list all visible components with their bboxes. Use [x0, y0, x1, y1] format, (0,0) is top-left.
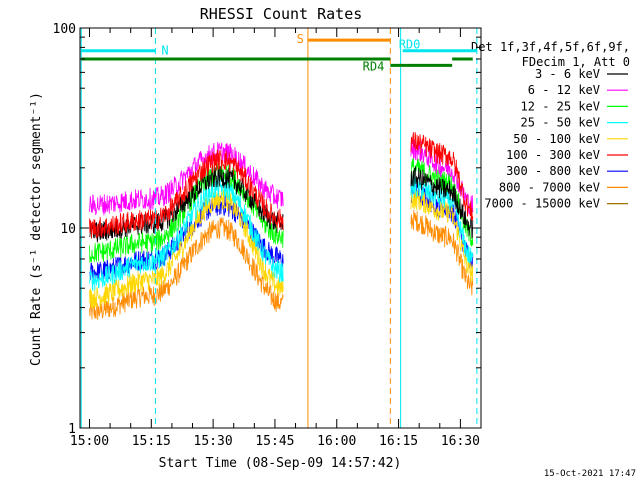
- series-line-1-0: [89, 141, 284, 216]
- plot-frame: [79, 27, 482, 429]
- legend-entry-5: 100 - 300 keV: [506, 148, 600, 162]
- series-line-3-1: [410, 175, 474, 264]
- legend: Det 1f,3f,4f,5f,6f,9f,FDecim 1, Att 03 -…: [471, 40, 630, 211]
- series-line-4-1: [410, 190, 474, 283]
- legend-entry-8: 7000 - 15000 keV: [484, 197, 600, 211]
- annotation-label-1: S: [297, 32, 304, 46]
- legend-entry-4: 50 - 100 keV: [513, 132, 600, 146]
- series-line-0-1: [410, 166, 474, 240]
- legend-entry-3: 25 - 50 keV: [521, 116, 600, 130]
- chart-title: RHESSI Count Rates: [200, 5, 363, 23]
- legend-header-1: FDecim 1, Att 0: [522, 55, 630, 69]
- legend-entry-1: 6 - 12 keV: [528, 83, 600, 97]
- timestamp: 15-Oct-2021 17:47: [544, 469, 636, 479]
- series-line-3-0: [89, 176, 284, 292]
- y-tick-label: 100: [53, 22, 76, 37]
- annotation-label-0: N: [161, 44, 168, 58]
- annotation-label-3: RD4: [363, 59, 385, 73]
- annotation-label-2: RD0: [399, 38, 421, 52]
- x-tick-label: 15:45: [255, 434, 294, 449]
- y-axis-label: Count Rate (s⁻¹ detector segment⁻¹): [29, 92, 44, 366]
- legend-entry-6: 300 - 800 keV: [506, 164, 600, 178]
- series-line-0-0: [89, 166, 284, 243]
- x-tick-label: 16:00: [317, 434, 356, 449]
- legend-entry-2: 12 - 25 keV: [521, 99, 600, 113]
- x-axis-label: Start Time (08-Sep-09 14:57:42): [159, 456, 402, 471]
- series-line-4-0: [89, 189, 284, 308]
- y-tick-label: 10: [60, 222, 76, 237]
- legend-entry-7: 800 - 7000 keV: [499, 180, 600, 194]
- series-line-7-1: [410, 209, 474, 296]
- y-axis: 1 10 100: [53, 22, 481, 437]
- x-tick-label: 15:15: [132, 434, 171, 449]
- x-tick-label: 16:15: [379, 434, 418, 449]
- x-tick-label: 15:30: [194, 434, 233, 449]
- annotation-overlays: N S RD0 RD4: [80, 28, 478, 428]
- y-tick-label: 1: [68, 422, 76, 437]
- x-tick-label: 16:30: [441, 434, 480, 449]
- x-axis: 15:00 15:15 15:30 15:45 16:00 16:15 16:30: [70, 28, 482, 449]
- x-tick-label: 15:00: [70, 434, 109, 449]
- series-line-5-1: [410, 132, 474, 221]
- legend-entry-0: 3 - 6 keV: [535, 67, 600, 81]
- legend-header-0: Det 1f,3f,4f,5f,6f,9f,: [471, 40, 630, 54]
- series-traces: [89, 132, 474, 320]
- series-line-5-0: [89, 149, 284, 239]
- series-line-7-0: [89, 217, 284, 320]
